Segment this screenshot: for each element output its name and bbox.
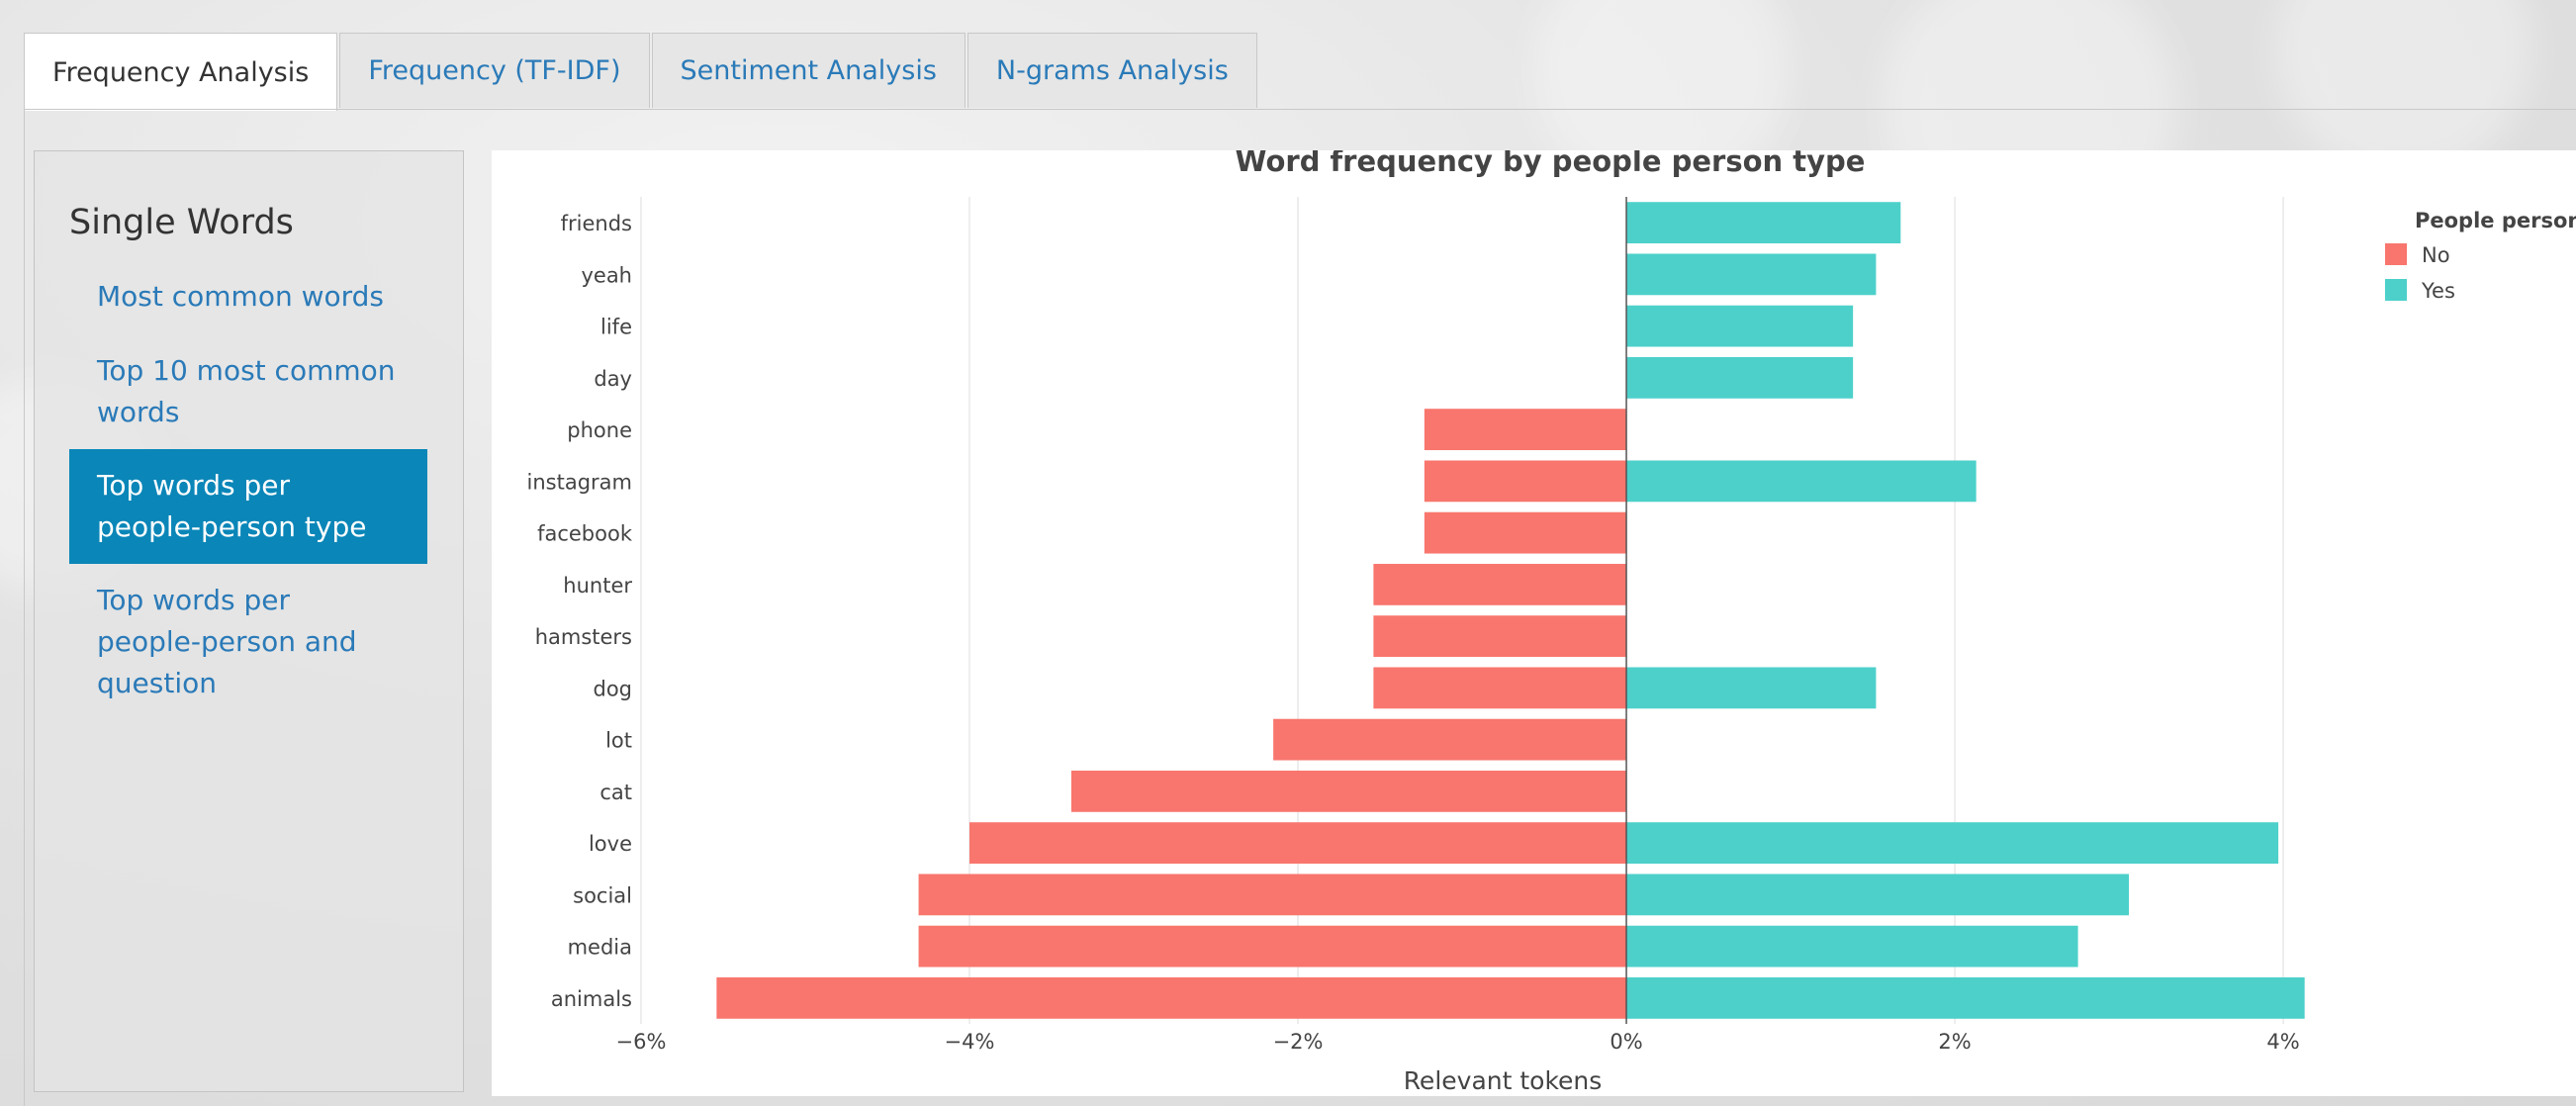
bar-no-love[interactable] xyxy=(969,822,1627,865)
x-tick-label: −6% xyxy=(616,1030,667,1054)
bar-no-hamsters[interactable] xyxy=(1373,615,1627,658)
bar-yes-life[interactable] xyxy=(1626,305,1854,347)
sidebar-link-top-words-per-people-person-type[interactable]: Top words per people-person type xyxy=(69,449,427,564)
chart-title: Word frequency by people person type xyxy=(1236,150,1866,178)
y-tick-label: phone xyxy=(567,418,632,442)
tab-sentiment-analysis[interactable]: Sentiment Analysis xyxy=(651,33,966,108)
tab-pane-border xyxy=(24,109,2576,110)
legend-swatch-no[interactable] xyxy=(2385,243,2407,265)
tab-pane-left-border xyxy=(24,109,25,1106)
legend: People person? No Yes xyxy=(2385,209,2576,303)
bar-yes-dog[interactable] xyxy=(1626,667,1877,709)
sidebar-link-top-words-per-people-person-and-question[interactable]: Top words per people-person and question xyxy=(97,584,357,699)
legend-label-yes[interactable]: Yes xyxy=(2421,279,2455,303)
bar-yes-social[interactable] xyxy=(1626,874,2130,916)
bar-no-animals[interactable] xyxy=(716,976,1627,1019)
sidebar-heading: Single Words xyxy=(69,203,294,242)
y-tick-label: hunter xyxy=(563,574,632,598)
tab-ngrams-analysis[interactable]: N-grams Analysis xyxy=(966,33,1257,108)
x-tick-label: −2% xyxy=(1273,1030,1324,1054)
y-tick-label: media xyxy=(568,936,632,960)
y-tick-label: life xyxy=(600,316,632,339)
x-tick-label: −4% xyxy=(945,1030,995,1054)
bar-no-cat[interactable] xyxy=(1070,770,1627,812)
bar-no-social[interactable] xyxy=(918,874,1627,916)
bar-no-media[interactable] xyxy=(918,925,1627,968)
bar-yes-animals[interactable] xyxy=(1626,976,2305,1019)
sidebar-link-most-common-words[interactable]: Most common words xyxy=(97,280,385,313)
y-tick-label: love xyxy=(589,832,632,856)
tab-frequency-tfidf[interactable]: Frequency (TF-IDF) xyxy=(339,33,650,108)
bar-yes-yeah[interactable] xyxy=(1626,253,1877,296)
y-tick-label: cat xyxy=(599,781,632,804)
bar-yes-day[interactable] xyxy=(1626,356,1854,399)
y-tick-label: facebook xyxy=(537,522,633,546)
legend-swatch-yes[interactable] xyxy=(2385,279,2407,301)
bar-yes-instagram[interactable] xyxy=(1626,460,1977,503)
bar-no-hunter[interactable] xyxy=(1373,563,1627,605)
legend-label-no[interactable]: No xyxy=(2422,243,2450,267)
y-tick-label: social xyxy=(573,883,632,907)
bar-yes-friends[interactable] xyxy=(1626,202,1901,244)
y-tick-label: day xyxy=(594,367,632,391)
y-tick-label: instagram xyxy=(527,470,632,494)
y-tick-label: animals xyxy=(551,987,632,1011)
y-tick-label: yeah xyxy=(581,263,632,287)
y-tick-label: dog xyxy=(593,677,632,700)
chart-panel: friends yeah life day phone instagram facebook… xyxy=(492,150,2576,1096)
y-tick-label: hamsters xyxy=(535,625,632,649)
word-frequency-chart: friends yeah life day phone instagram facebook… xyxy=(527,150,2576,1095)
sidebar: Single Words Most common words Top 10 mo… xyxy=(34,150,464,1092)
tab-frequency-analysis[interactable]: Frequency Analysis xyxy=(24,33,338,111)
bar-no-phone[interactable] xyxy=(1424,409,1627,451)
y-tick-label: friends xyxy=(561,212,632,235)
x-tick-label: 4% xyxy=(2266,1030,2299,1054)
bar-no-dog[interactable] xyxy=(1373,667,1627,709)
x-axis-title: Relevant tokens xyxy=(1404,1066,1603,1095)
bar-no-facebook[interactable] xyxy=(1424,511,1627,554)
x-tick-label: 0% xyxy=(1610,1030,1642,1054)
bar-no-instagram[interactable] xyxy=(1424,460,1627,503)
legend-title: People person? xyxy=(2415,209,2576,232)
bar-yes-love[interactable] xyxy=(1626,822,2279,865)
tab-bar: Frequency Analysis Frequency (TF-IDF) Se… xyxy=(24,33,1259,111)
y-tick-label: lot xyxy=(605,729,632,753)
sidebar-link-top-10-most-common-words[interactable]: Top 10 most common words xyxy=(97,354,396,428)
bar-no-lot[interactable] xyxy=(1273,718,1627,761)
x-tick-label: 2% xyxy=(1938,1030,1971,1054)
bar-yes-media[interactable] xyxy=(1626,925,2078,968)
